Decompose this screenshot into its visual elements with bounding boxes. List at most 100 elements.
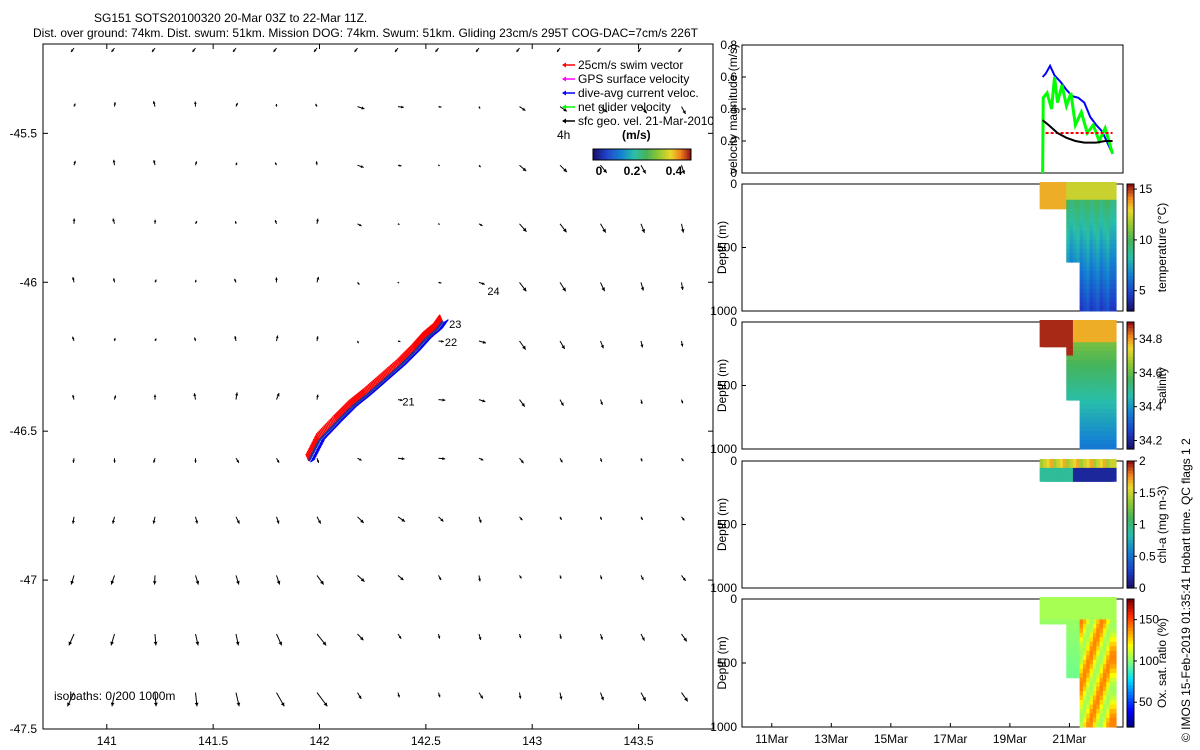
colorbar-tick: 0 — [596, 164, 603, 178]
colorbar-cell — [1127, 436, 1134, 441]
arrow-head — [72, 336, 75, 340]
geo-velocity-arrow — [600, 282, 606, 292]
section-cell — [1109, 355, 1117, 361]
section-cell — [1109, 337, 1117, 343]
section-cell — [1109, 288, 1117, 294]
swim-vector-segment — [360, 389, 365, 398]
colorbar-cell — [1127, 212, 1134, 217]
arrow-head — [600, 636, 603, 640]
colorbar-cell — [594, 149, 598, 160]
section-cell — [1109, 320, 1117, 325]
arrow-head — [72, 460, 75, 463]
geo-velocity-arrow — [357, 223, 362, 227]
geo-velocity-arrow — [316, 575, 325, 585]
section-cell — [1109, 244, 1117, 250]
colorbar-cell — [1127, 225, 1134, 230]
section-frame — [741, 460, 1124, 589]
geo-velocity-arrow — [276, 516, 280, 524]
colorbar-label: temperature (°C) — [1155, 203, 1169, 293]
arrow-head — [193, 393, 197, 397]
arrow-head — [559, 517, 562, 520]
geo-velocity-arrow — [397, 222, 400, 226]
colorbar-cell — [608, 149, 611, 160]
arrow-head — [599, 459, 603, 462]
colorbar-cell — [655, 149, 658, 160]
geo-velocity-arrow — [235, 457, 240, 464]
arrow-head — [72, 394, 75, 398]
arrow-head — [678, 49, 682, 52]
swim-vector-segment — [429, 325, 435, 333]
arrow-head — [195, 520, 199, 524]
arrow-head — [438, 577, 442, 581]
section-cell — [1109, 691, 1117, 697]
section-cell — [1109, 213, 1117, 219]
arrow-head — [560, 459, 563, 463]
arrow-head — [72, 277, 75, 280]
velocity-ytick-label: 0.6 — [720, 70, 737, 84]
arrow-head — [194, 279, 197, 282]
swim-vector-segment — [353, 395, 358, 404]
colorbar-cell — [612, 149, 615, 160]
geo-velocity-arrow — [357, 633, 364, 641]
colorbar-cell — [1127, 505, 1134, 510]
colorbar-cell — [681, 149, 684, 160]
arrow-head — [602, 228, 606, 233]
arrow-head — [316, 460, 320, 463]
geo-velocity-arrow — [438, 340, 444, 343]
current-vector-segment — [319, 440, 325, 445]
section-cell — [1109, 222, 1117, 228]
geo-velocity-arrow — [438, 457, 446, 461]
section-cell — [1109, 351, 1117, 357]
geo-velocity-arrow — [273, 47, 277, 53]
colorbar-cell — [643, 149, 647, 160]
colorbar-cell — [638, 149, 641, 160]
colorbar-cell — [1127, 511, 1134, 516]
arrow-head — [399, 164, 402, 167]
arrow-head — [398, 635, 402, 639]
colorbar-cell — [624, 149, 627, 160]
arrow-head — [400, 398, 403, 402]
geo-velocity-arrow — [519, 340, 527, 350]
colorbar-cell — [1127, 669, 1134, 674]
colorbar-cell — [1127, 514, 1134, 519]
swim-vector-segment — [393, 361, 398, 370]
track-line — [350, 394, 368, 409]
section-ytick-label: 0 — [730, 454, 737, 468]
geo-velocity-arrow — [559, 223, 567, 233]
colorbar-cell — [1127, 363, 1134, 368]
map-xtick-label: 141 — [97, 734, 117, 748]
colorbar-cell — [1127, 666, 1134, 670]
geo-velocity-arrow — [195, 633, 200, 646]
geo-velocity-arrow — [397, 457, 405, 461]
arrow-head — [194, 101, 197, 105]
section-ytick-label: 0 — [730, 315, 737, 329]
section-cell — [1109, 619, 1117, 625]
colorbar-cell — [1127, 404, 1134, 409]
arrow-head — [70, 580, 75, 585]
arrow-head — [559, 696, 563, 700]
geo-velocity-arrow — [519, 516, 523, 521]
geo-velocity-arrow — [681, 457, 684, 462]
swim-vector-segment — [424, 329, 429, 338]
arrow-head — [359, 636, 364, 641]
swim-vector-segment — [385, 367, 391, 376]
section-cell — [1109, 650, 1117, 656]
colorbar-cell — [671, 149, 674, 160]
geo-velocity-arrow — [519, 399, 526, 407]
geo-velocity-arrow — [357, 164, 364, 168]
map-ytick-label: -47.5 — [10, 722, 38, 736]
section-cell — [1109, 400, 1117, 406]
arrow-head — [154, 279, 157, 282]
colorbar-cell — [1127, 322, 1134, 326]
colorbar-cell — [1127, 375, 1134, 380]
colorbar-cell — [1127, 489, 1134, 494]
colorbar-cell — [1127, 356, 1134, 361]
section-cell — [1109, 704, 1117, 710]
swim-vector-segment — [361, 389, 366, 397]
arrow-head — [439, 281, 442, 284]
isobath-note: isobaths: 0 200 1000m — [54, 689, 175, 703]
geo-velocity-arrow — [112, 278, 116, 283]
geo-velocity-arrow — [113, 458, 116, 463]
colorbar-tick-label: 150 — [1139, 613, 1159, 627]
colorbar-cell — [1127, 337, 1134, 342]
